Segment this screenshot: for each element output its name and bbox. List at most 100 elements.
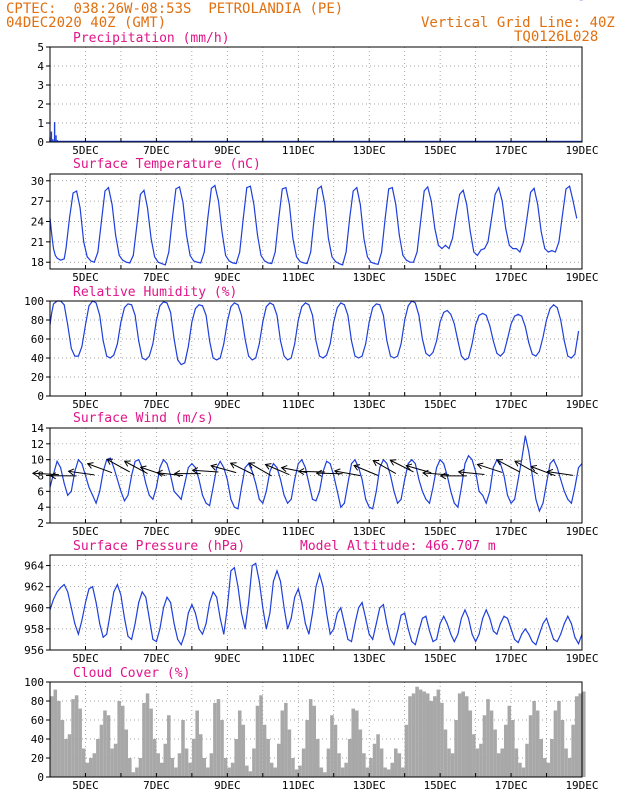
cloud-cover-bar: [191, 739, 196, 777]
wind-point: [379, 467, 381, 469]
pressure-point: [180, 644, 182, 646]
wind-point: [361, 478, 363, 480]
wind-point: [272, 463, 274, 465]
temperature-point: [487, 241, 489, 243]
wind-panel: Surface Wind (m/s) 2 4 6 8 10 12 14 5DEC 7DEC 9DEC…: [31, 411, 599, 538]
wind-point: [560, 478, 562, 480]
cloud-cover-bar: [422, 691, 426, 777]
wind-point: [400, 498, 402, 500]
wind-arrow-head: [405, 463, 413, 471]
temperature-point: [327, 237, 329, 239]
temperature-point: [182, 202, 184, 203]
pressure-ytick-label: 960: [24, 602, 44, 615]
pressure-point: [489, 617, 491, 619]
cloud-cover-bar: [376, 734, 380, 777]
cloud-cover-bar: [340, 767, 345, 777]
pressure-point: [244, 628, 246, 630]
wind-point: [397, 502, 399, 504]
temperature-point: [72, 192, 74, 194]
header-line-1: CPTEC: 038:26W-08:53S PETROLANDIA (PE): [6, 2, 343, 16]
wind-point: [482, 494, 484, 496]
pressure-point: [460, 617, 462, 619]
wind-point: [255, 482, 257, 484]
wind-point: [63, 482, 65, 484]
temperature-point: [473, 251, 475, 253]
temperature-point: [423, 190, 425, 192]
pressure-point: [223, 633, 225, 635]
wind-point: [425, 498, 427, 500]
wind-point: [375, 490, 377, 492]
pressure-point: [123, 617, 125, 619]
pressure-point: [283, 607, 285, 609]
humidity-point: [329, 343, 331, 345]
temperature-title: Surface Temperature (nC): [73, 157, 261, 172]
wind-point: [507, 494, 509, 496]
humidity-ytick-label: 40: [31, 352, 44, 365]
wind-arrow-head: [546, 468, 554, 476]
humidity-point: [63, 304, 65, 306]
humidity-title: Relative Humidity (%): [73, 285, 237, 300]
pressure-point: [255, 562, 257, 564]
temperature-point: [264, 260, 266, 262]
cloud-cover-panel: Cloud Cover (%) 0 20 40 60 80 100 5DEC 7DEC 9DEC 1…: [24, 666, 598, 792]
wind-point: [131, 475, 133, 476]
pressure-point: [574, 636, 576, 638]
pressure-point: [155, 641, 157, 643]
wind-arrow-head: [476, 462, 484, 470]
humidity-point: [194, 308, 196, 310]
humidity-point: [397, 355, 399, 357]
cloud-cover-bar: [447, 748, 451, 777]
temperature-point: [508, 244, 510, 246]
humidity-point: [503, 351, 505, 353]
pressure-point: [198, 628, 200, 630]
wind-point: [60, 467, 62, 469]
humidity-point: [457, 340, 459, 342]
cloud-cover-bar: [574, 696, 579, 777]
wind-arrow-head: [139, 465, 147, 473]
header-coords: 038:26W-08:53S: [73, 1, 192, 17]
humidity-point: [471, 343, 473, 345]
cloud-cover-xtick-label: 11DEC: [282, 779, 315, 792]
humidity-point: [574, 353, 576, 355]
pressure-point: [113, 591, 115, 593]
pressure-point: [439, 623, 441, 625]
wind-arrow-head: [86, 462, 94, 469]
temperature-point: [377, 263, 379, 265]
wind-arrow: [192, 469, 219, 473]
cloud-cover-bar: [138, 758, 143, 777]
wind-xtick-label: 9DEC: [214, 525, 241, 538]
wind-arrow: [353, 465, 379, 476]
wind-point: [276, 467, 278, 469]
temperature-point: [147, 207, 149, 209]
pressure-point: [258, 580, 260, 582]
humidity-point: [485, 314, 487, 316]
temperature-point: [168, 251, 170, 253]
humidity-point: [88, 305, 90, 307]
humidity-point: [560, 319, 562, 321]
temperature-point: [306, 263, 308, 265]
humidity-point: [173, 338, 175, 340]
humidity-point: [436, 340, 438, 342]
humidity-point: [372, 307, 374, 309]
wind-point: [67, 494, 69, 496]
cloud-cover-bar: [113, 743, 118, 777]
temperature-xtick-label: 17DEC: [495, 271, 528, 284]
precipitation-bar: [50, 131, 53, 142]
cloud-cover-bar: [521, 767, 526, 777]
pressure-point: [131, 638, 133, 640]
humidity-point: [432, 351, 434, 353]
cloud-cover-bar: [184, 748, 189, 777]
cloud-cover-bar: [337, 753, 341, 777]
wind-point: [326, 460, 328, 462]
temperature-point: [256, 234, 258, 236]
wind-point: [577, 467, 579, 469]
wind-ytick-label: 14: [31, 422, 45, 435]
wind-arrow: [530, 466, 556, 477]
humidity-point: [492, 340, 494, 342]
cloud-cover-bar: [450, 753, 455, 777]
pressure-point: [262, 607, 264, 609]
cloud-cover-bar: [557, 701, 561, 777]
cloud-cover-bar: [553, 710, 558, 777]
wind-arrow-head: [156, 469, 163, 477]
temperature-point: [430, 200, 432, 202]
